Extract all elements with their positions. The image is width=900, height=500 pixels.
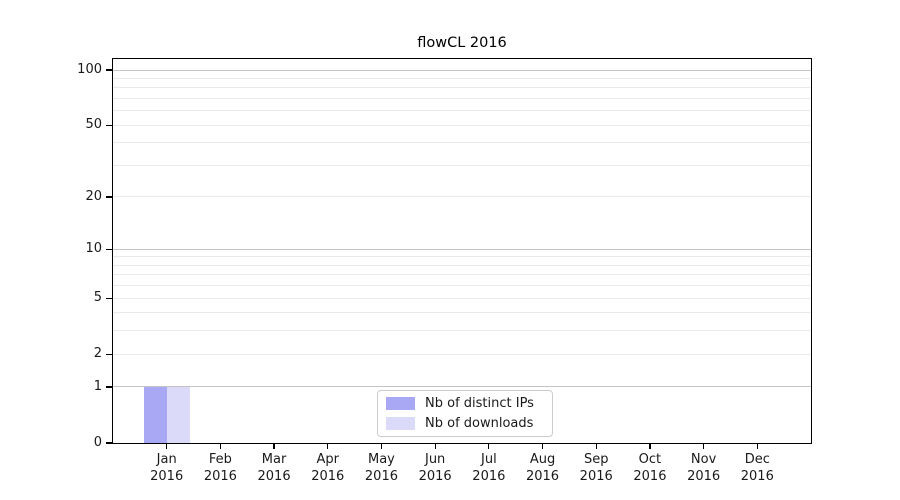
x-tick-label: Nov 2016 (672, 452, 736, 485)
y-tick-label: 100 (77, 62, 102, 77)
y-tick-mark (106, 386, 112, 388)
x-tick-label-line: May (368, 452, 395, 467)
x-tick-label-line: Apr (316, 452, 340, 467)
y-gridline-major (113, 248, 811, 250)
x-tick-label-line: Feb (208, 452, 232, 467)
x-tick-label: Oct 2016 (618, 452, 682, 485)
y-gridline-minor (113, 142, 811, 144)
x-tick-label-line: Jul (481, 452, 497, 467)
y-gridline-minor (113, 124, 811, 126)
x-tick-label-line: Sep (583, 452, 609, 467)
y-gridline-minor (113, 264, 811, 266)
y-tick-mark (106, 442, 112, 444)
x-tick-mark (541, 443, 544, 449)
x-tick-label-line: 2016 (633, 468, 667, 484)
y-gridline-major (113, 386, 811, 388)
x-tick-label: Feb 2016 (188, 452, 252, 485)
y-gridline-minor (113, 256, 811, 258)
x-tick-mark (327, 443, 329, 449)
x-tick-label-line: Mar (261, 452, 287, 467)
x-tick-mark (219, 443, 222, 449)
y-tick-mark (106, 69, 112, 71)
bar-distinct-ips (143, 386, 167, 443)
x-tick-label: Aug 2016 (511, 452, 575, 485)
y-gridline-minor (113, 285, 811, 287)
x-tick-label-line: 2016 (472, 468, 506, 484)
x-tick-mark (595, 443, 597, 449)
legend-label: Nb of distinct IPs (425, 396, 534, 411)
x-tick-label: Mar 2016 (242, 452, 306, 485)
y-gridline-minor (113, 330, 811, 332)
x-tick-label-line: Jun (424, 452, 446, 467)
x-tick-mark (380, 443, 383, 449)
y-gridline-minor (113, 97, 811, 99)
y-tick-label: 2 (93, 346, 102, 362)
x-tick-label: Sep 2016 (564, 452, 628, 485)
y-gridline-minor (113, 297, 811, 299)
y-tick-label: 10 (85, 241, 102, 257)
x-tick-label-line: Jan (156, 452, 177, 467)
y-gridline-minor (113, 353, 811, 355)
x-tick-label-line: 2016 (579, 468, 613, 484)
y-tick-label: 50 (85, 117, 102, 133)
x-tick-mark (756, 443, 758, 449)
y-tick-mark (106, 124, 112, 126)
x-tick-label: May 2016 (349, 452, 413, 485)
legend-entry: Nb of downloads (386, 416, 544, 432)
y-gridline-minor (113, 196, 811, 198)
y-gridline-minor (113, 110, 811, 112)
x-tick-label: Jan 2016 (135, 452, 199, 485)
y-tick-label: 0 (93, 435, 102, 450)
x-tick-label-line: 2016 (311, 468, 345, 484)
y-tick-label: 1 (93, 378, 102, 394)
x-tick-mark (166, 443, 168, 449)
x-tick-label-line: Oct (638, 452, 662, 467)
x-tick-label-line: 2016 (364, 468, 398, 484)
y-gridline-major (113, 69, 811, 71)
y-tick-label: 5 (93, 290, 102, 306)
x-tick-label-line: 2016 (150, 468, 184, 484)
plot-area (112, 58, 812, 444)
legend-swatch-distinct-ips (386, 397, 415, 410)
legend: Nb of distinct IPs Nb of downloads (377, 390, 553, 437)
y-tick-mark (106, 353, 112, 355)
x-tick-label-line: 2016 (203, 468, 237, 484)
x-tick-label: Jul 2016 (457, 452, 521, 485)
y-tick-mark (106, 248, 112, 250)
legend-label: Nb of downloads (425, 416, 534, 431)
x-tick-label-line: 2016 (687, 468, 721, 484)
bar-downloads (166, 386, 190, 443)
x-tick-label: Dec 2016 (725, 452, 789, 485)
chart-title: flowCL 2016 (417, 35, 507, 51)
legend-swatch-downloads (386, 417, 415, 430)
x-tick-label-line: Dec (744, 452, 770, 467)
x-tick-label-line: 2016 (525, 468, 560, 484)
x-tick-mark (702, 443, 705, 449)
y-gridline-minor (113, 274, 811, 276)
y-gridline-minor (113, 87, 811, 89)
x-tick-mark (649, 443, 651, 449)
y-gridline-minor (113, 164, 811, 166)
x-tick-label-line: Nov (690, 452, 717, 467)
y-tick-mark (106, 196, 112, 198)
legend-entry: Nb of distinct IPs (386, 396, 544, 412)
x-tick-label: Jun 2016 (403, 452, 467, 485)
x-tick-label-line: Aug (529, 452, 556, 467)
x-tick-mark (434, 443, 436, 449)
y-gridline-minor (113, 77, 811, 79)
x-tick-label-line: 2016 (740, 468, 774, 484)
y-gridline-minor (113, 312, 811, 314)
y-tick-mark (106, 297, 112, 299)
x-tick-label-line: 2016 (257, 468, 291, 484)
y-tick-label: 20 (85, 188, 102, 204)
x-tick-mark (273, 443, 275, 449)
x-tick-mark (488, 443, 490, 449)
x-tick-label: Apr 2016 (296, 452, 360, 485)
x-tick-label-line: 2016 (418, 468, 452, 484)
